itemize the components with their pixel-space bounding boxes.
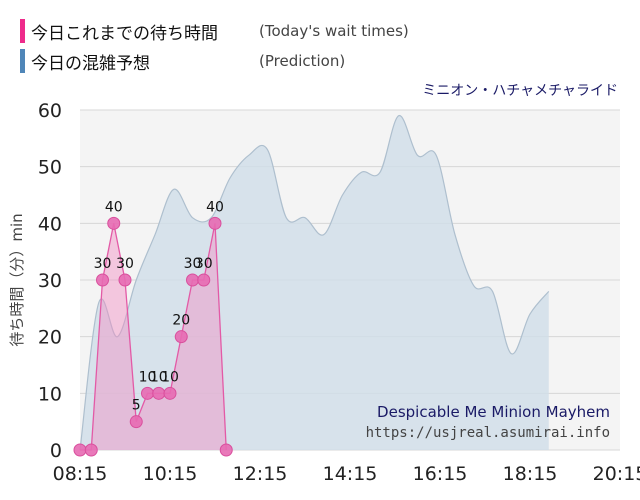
x-tick-label: 12:15	[233, 463, 288, 485]
data-label: 30	[184, 256, 202, 272]
today-area	[80, 223, 227, 450]
y-tick-label: 30	[38, 270, 62, 292]
data-point	[186, 273, 199, 287]
data-label: 5	[132, 398, 141, 414]
y-tick-label: 60	[38, 100, 62, 122]
legend-item-today[interactable]: 今日これまでの待ち時間 (Today's wait times)	[20, 18, 409, 44]
legend-label-prediction: 今日の混雑予想	[31, 53, 150, 74]
y-tick-label: 0	[50, 440, 62, 462]
site-url: https://usjreal.asumirai.info	[366, 425, 610, 441]
data-label: 20	[172, 313, 190, 329]
prediction-line	[79, 115, 550, 451]
y-tick-label: 10	[38, 383, 62, 405]
legend-note-prediction: (Prediction)	[259, 52, 346, 70]
legend: 今日これまでの待ち時間 (Today's wait times) 今日の混雑予想…	[0, 0, 640, 80]
legend-item-prediction[interactable]: 今日の混雑予想 (Prediction)	[20, 48, 345, 74]
data-label: 10	[150, 369, 168, 385]
legend-swatch-prediction	[20, 49, 25, 73]
data-label: 30	[116, 256, 134, 272]
data-point	[141, 386, 154, 400]
data-point	[96, 273, 109, 287]
data-label: 40	[105, 199, 123, 215]
legend-label-today: 今日これまでの待ち時間	[31, 23, 218, 44]
legend-note-today: (Today's wait times)	[259, 22, 409, 40]
data-label: 10	[139, 369, 157, 385]
data-point	[107, 216, 121, 230]
x-tick-label: 14:15	[323, 463, 378, 485]
x-tick-label: 20:15	[593, 463, 640, 485]
data-point	[129, 415, 143, 429]
legend-swatch-today	[20, 19, 25, 43]
data-label: 10	[161, 369, 179, 385]
y-tick-label: 50	[38, 157, 62, 179]
data-point	[174, 330, 188, 344]
x-tick-label: 10:15	[143, 463, 198, 485]
data-point	[197, 273, 211, 287]
data-point	[73, 443, 87, 457]
y-axis-label: 待ち時間（分）min	[8, 213, 26, 346]
data-point	[219, 443, 233, 457]
attraction-name-overlay: Despicable Me Minion Mayhem	[377, 403, 610, 421]
data-label: 30	[94, 256, 112, 272]
data-point	[163, 386, 177, 400]
data-point	[118, 273, 132, 287]
x-tick-label: 18:15	[503, 463, 558, 485]
x-tick-label: 16:15	[413, 463, 468, 485]
attraction-subtitle: ミニオン・ハチャメチャライド	[422, 83, 618, 99]
data-point	[208, 216, 222, 230]
data-label: 40	[206, 199, 224, 215]
y-tick-label: 40	[38, 213, 62, 235]
prediction-area	[80, 115, 549, 450]
y-tick-label: 20	[38, 327, 62, 349]
data-point	[152, 386, 166, 400]
x-tick-label: 08:15	[53, 463, 108, 485]
data-label: 30	[195, 256, 213, 272]
data-point	[84, 443, 98, 457]
